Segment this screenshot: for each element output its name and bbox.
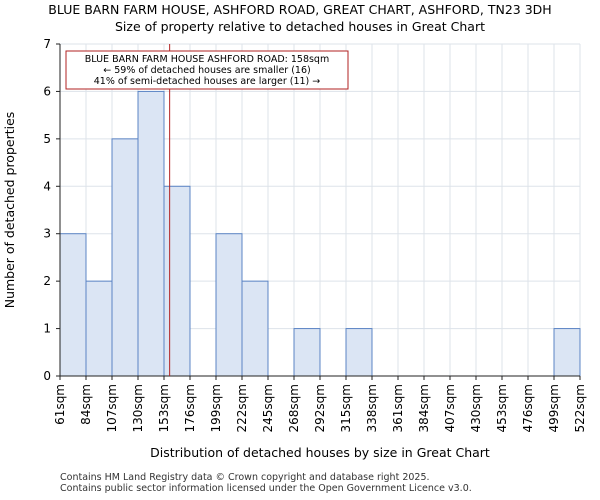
x-tick-label: 84sqm: [79, 384, 93, 425]
y-tick-label: 5: [43, 132, 51, 146]
bar-199sqm: [215, 233, 243, 377]
x-tick-label: 407sqm: [443, 384, 457, 432]
y-tick-label: 2: [43, 274, 51, 288]
y-tick-labels: 0 1 2 3 4 5 6 7: [43, 37, 60, 383]
footer-licence: Contains public sector information licen…: [60, 483, 472, 494]
x-tick-label: 222sqm: [235, 384, 249, 432]
bar-130sqm: [137, 90, 165, 377]
bars: [59, 90, 581, 377]
y-tick-label: 1: [43, 322, 51, 336]
y-tick-label: 6: [43, 84, 51, 98]
bar-153sqm: [163, 185, 191, 377]
x-tick-labels: 61sqm 84sqm 107sqm 130sqm 153sqm 176sqm 199sqm…: [53, 376, 587, 432]
x-tick-label: 453sqm: [495, 384, 509, 432]
bar-84sqm: [85, 280, 113, 377]
x-axis-label: Distribution of detached houses by size …: [150, 445, 490, 460]
footer-copyright: Contains HM Land Registry data © Crown c…: [60, 472, 430, 483]
x-tick-label: 430sqm: [469, 384, 483, 432]
x-tick-label: 268sqm: [287, 384, 301, 432]
x-tick-label: 130sqm: [131, 384, 145, 432]
y-tick-label: 0: [43, 369, 51, 383]
chart-title: BLUE BARN FARM HOUSE, ASHFORD ROAD, GREA…: [48, 2, 552, 17]
annotation-border: [65, 50, 349, 90]
x-tick-label: 176sqm: [183, 384, 197, 432]
y-tick-label: 7: [43, 37, 51, 51]
x-tick-label: 292sqm: [313, 384, 327, 432]
x-tick-label: 522sqm: [573, 384, 587, 432]
bar-499sqm: [553, 328, 581, 377]
bar-107sqm: [111, 138, 139, 377]
x-tick-label: 315sqm: [339, 384, 353, 432]
x-tick-label: 199sqm: [209, 384, 223, 432]
x-tick-label: 361sqm: [391, 384, 405, 432]
annotation-line-1: BLUE BARN FARM HOUSE ASHFORD ROAD: 158sq…: [85, 54, 329, 65]
y-axis-label: Number of detached properties: [2, 112, 17, 309]
x-tick-label: 61sqm: [53, 384, 67, 425]
bar-222sqm: [241, 280, 269, 377]
x-tick-label: 245sqm: [261, 384, 275, 432]
x-tick-label: 499sqm: [547, 384, 561, 432]
histogram-chart: 0 1 2 3 4 5 6 7 61sqm 84sqm 107sqm 130sqm 153sqm 176…: [2, 37, 587, 460]
bar-315sqm: [345, 328, 373, 377]
x-tick-label: 338sqm: [365, 384, 379, 432]
x-tick-label: 153sqm: [157, 384, 171, 432]
x-tick-label: 107sqm: [105, 384, 119, 432]
annotation-line-2: ← 59% of detached houses are smaller (16…: [103, 65, 310, 76]
chart-subtitle: Size of property relative to detached ho…: [114, 19, 486, 34]
y-tick-label: 3: [43, 227, 51, 241]
annotation-line-3: 41% of semi-detached houses are larger (…: [94, 76, 321, 87]
bar-61sqm: [59, 233, 87, 377]
y-tick-label: 4: [43, 179, 51, 193]
annotation-box: BLUE BARN FARM HOUSE ASHFORD ROAD: 158sq…: [65, 50, 349, 90]
x-tick-label: 384sqm: [417, 384, 431, 432]
x-tick-label: 476sqm: [521, 384, 535, 432]
bar-268sqm: [293, 328, 321, 377]
